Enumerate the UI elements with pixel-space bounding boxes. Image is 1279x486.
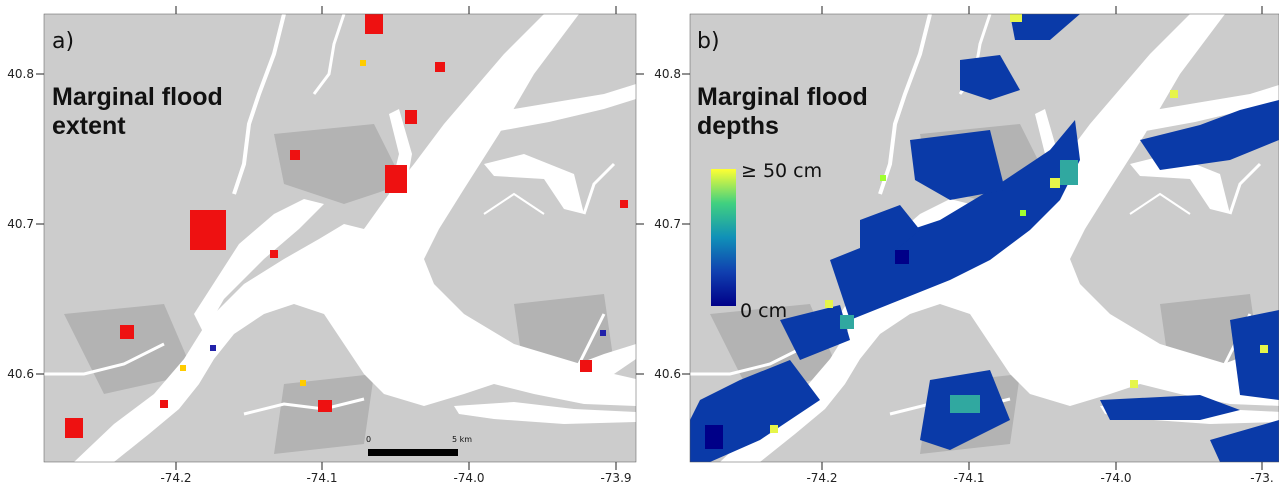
scale-bar-start-label: 0 xyxy=(366,435,371,444)
scale-bar-end-label: 5 km xyxy=(452,435,472,444)
panel-b-title-line1: Marginal flood xyxy=(697,83,868,111)
panel-a-x-tick: -74.2 xyxy=(160,471,191,485)
panel-b-x-tick: -74.2 xyxy=(806,471,837,485)
depth-colorbar xyxy=(711,169,736,306)
depth-legend: ≥ 50 cm 0 cm xyxy=(711,160,822,322)
panel-b-y-tick: 40.6 xyxy=(654,367,681,381)
panel-a-y-tick: 40.7 xyxy=(7,217,34,231)
panel-b-title-line2: depths xyxy=(697,112,779,140)
panel-b-x-tick: -74.1 xyxy=(953,471,984,485)
panel-b-letter: b) xyxy=(697,29,720,54)
panel-b-x-tick: -73. xyxy=(1250,471,1273,485)
scale-bar: 0 5 km xyxy=(366,435,472,456)
panel-a-letter: a) xyxy=(52,29,74,54)
panel-a-x-tick: -73.9 xyxy=(600,471,631,485)
panel-b-y-tick: 40.7 xyxy=(654,217,681,231)
panel-b-tick-marks xyxy=(682,6,1263,470)
flood-depth-patches xyxy=(690,14,1279,462)
panel-a-x-tick: -74.0 xyxy=(453,471,484,485)
panel-a: 0 5 km a) Marginal flood extent -74.2 -7… xyxy=(7,6,644,485)
panel-a-y-tick: 40.6 xyxy=(7,367,34,381)
panel-b-x-tick: -74.0 xyxy=(1100,471,1131,485)
panel-a-tick-marks xyxy=(36,6,644,470)
legend-min-label: 0 cm xyxy=(740,300,787,322)
legend-max-label: ≥ 50 cm xyxy=(741,160,822,182)
panel-b: b) Marginal flood depths ≥ 50 cm 0 cm -7… xyxy=(654,6,1279,485)
panel-b-y-tick: 40.8 xyxy=(654,67,681,81)
panel-a-y-tick: 40.8 xyxy=(7,67,34,81)
panel-a-title-line1: Marginal flood xyxy=(52,83,223,111)
panel-a-title-line2: extent xyxy=(52,112,126,140)
flood-extent-patches xyxy=(65,14,628,438)
panel-a-x-tick: -74.1 xyxy=(306,471,337,485)
map-a xyxy=(44,14,636,462)
